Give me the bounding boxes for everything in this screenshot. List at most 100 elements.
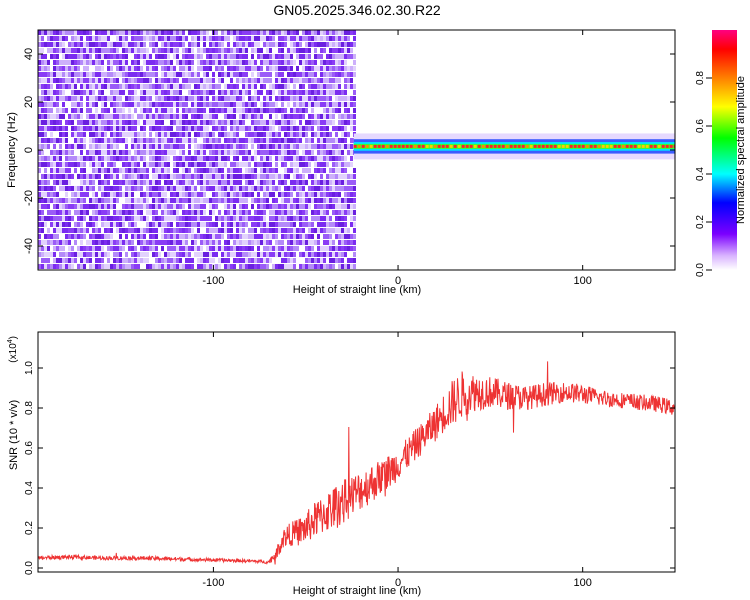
heatmap-cell [344, 174, 347, 179]
heatmap-cell [89, 102, 92, 107]
colorbar-tick-label: 0.8 [695, 71, 706, 85]
heatmap-cell [296, 48, 299, 53]
signal-core-cell [593, 144, 597, 148]
heatmap-cell [122, 90, 125, 95]
heatmap-cell [275, 252, 278, 257]
heatmap-cell [131, 114, 134, 119]
heatmap-cell [275, 186, 278, 191]
heatmap-cell [143, 90, 146, 95]
heatmap-cell [110, 114, 113, 119]
heatmap-cell [317, 90, 320, 95]
heatmap-cell [305, 36, 308, 41]
heatmap-cell [170, 222, 173, 227]
heatmap-cell [86, 120, 89, 125]
heatmap-cell [56, 66, 59, 71]
heatmap-cell [257, 126, 260, 131]
heatmap-cell [335, 36, 338, 41]
heatmap-cell [173, 48, 176, 53]
heatmap-cell [281, 240, 284, 245]
heatmap-cell [296, 72, 299, 77]
y-tick-label: 20 [23, 96, 35, 108]
heatmap-cell [125, 186, 128, 191]
heatmap-cell [224, 30, 227, 35]
heatmap-cell [101, 246, 104, 251]
heatmap-cell [227, 66, 230, 71]
heatmap-cell [209, 222, 212, 227]
heatmap-cell [227, 48, 230, 53]
heatmap-cell [242, 240, 245, 245]
heatmap-cell [185, 186, 188, 191]
heatmap-cell [284, 84, 287, 89]
heatmap-cell [275, 54, 278, 59]
heatmap-cell [101, 102, 104, 107]
heatmap-cell [248, 36, 251, 41]
heatmap-cell [71, 132, 74, 137]
heatmap-cell [266, 90, 269, 95]
heatmap-cell [113, 96, 116, 101]
heatmap-cell [233, 60, 236, 65]
heatmap-cell [236, 228, 239, 233]
heatmap-cell [131, 138, 134, 143]
heatmap-cell [158, 258, 161, 263]
heatmap-cell [80, 204, 83, 209]
heatmap-cell [326, 222, 329, 227]
heatmap-cell [38, 150, 41, 155]
heatmap-cell [209, 210, 212, 215]
heatmap-cell [92, 36, 95, 41]
heatmap-cell [140, 78, 143, 83]
heatmap-cell [80, 42, 83, 47]
heatmap-cell [98, 36, 101, 41]
heatmap-cell [167, 216, 170, 221]
heatmap-cell [164, 90, 167, 95]
heatmap-cell [215, 30, 218, 35]
heatmap-cell [182, 252, 185, 257]
heatmap-cell [293, 132, 296, 137]
heatmap-cell [203, 96, 206, 101]
heatmap-cell [230, 228, 233, 233]
heatmap-cell [155, 78, 158, 83]
heatmap-cell [59, 168, 62, 173]
signal-core-cell [549, 144, 553, 148]
heatmap-cell [38, 78, 41, 83]
heatmap-cell [170, 78, 173, 83]
heatmap-cell [188, 186, 191, 191]
heatmap-cell [74, 66, 77, 71]
heatmap-cell [161, 204, 164, 209]
heatmap-cell [191, 228, 194, 233]
heatmap-cell [149, 240, 152, 245]
heatmap-cell [323, 78, 326, 83]
heatmap-cell [230, 96, 233, 101]
heatmap-cell [185, 234, 188, 239]
heatmap-cell [62, 216, 65, 221]
heatmap-cell [314, 192, 317, 197]
heatmap-cell [98, 144, 101, 149]
heatmap-cell [38, 204, 41, 209]
heatmap-cell [56, 108, 59, 113]
heatmap-cell [272, 168, 275, 173]
heatmap-cell [95, 84, 98, 89]
heatmap-cell [290, 48, 293, 53]
heatmap-cell [203, 192, 206, 197]
heatmap-cell [56, 198, 59, 203]
heatmap-cell [317, 240, 320, 245]
heatmap-cell [215, 162, 218, 167]
heatmap-cell [83, 180, 86, 185]
heatmap-cell [176, 120, 179, 125]
heatmap-cell [287, 66, 290, 71]
heatmap-cell [44, 168, 47, 173]
heatmap-cell [77, 216, 80, 221]
heatmap-cell [161, 72, 164, 77]
heatmap-cell [137, 60, 140, 65]
heatmap-cell [341, 168, 344, 173]
heatmap-cell [53, 186, 56, 191]
heatmap-cell [293, 246, 296, 251]
heatmap-cell [296, 234, 299, 239]
heatmap-cell [302, 126, 305, 131]
heatmap-cell [281, 252, 284, 257]
heatmap-cell [347, 54, 350, 59]
heatmap-cell [71, 36, 74, 41]
heatmap-cell [293, 264, 296, 269]
heatmap-cell [329, 180, 332, 185]
heatmap-cell [296, 138, 299, 143]
heatmap-cell [272, 216, 275, 221]
